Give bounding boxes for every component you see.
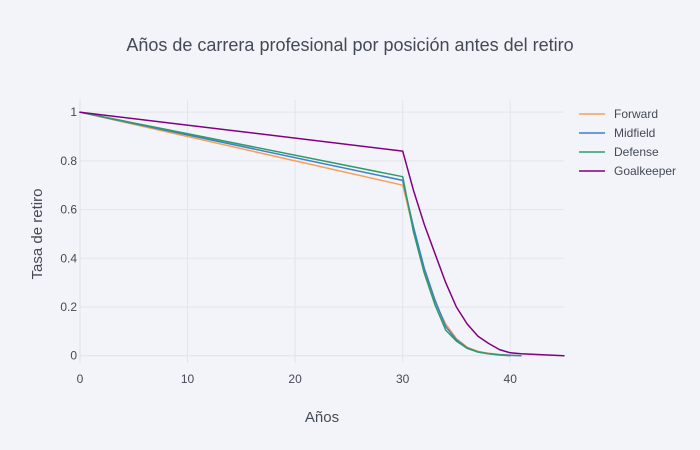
x-tick-label: 40: [504, 372, 518, 386]
legend-label: Midfield: [614, 126, 655, 140]
y-tick-label: 0.8: [60, 154, 77, 168]
y-tick-label: 1: [70, 105, 77, 119]
y-tick-label: 0: [70, 349, 77, 363]
y-tick-label: 0.4: [60, 251, 77, 265]
series-line-forward: [79, 111, 522, 357]
series-line-defense: [79, 111, 511, 357]
legend-label: Forward: [614, 107, 658, 121]
legend-item-midfield[interactable]: Midfield: [579, 126, 655, 140]
x-tick-label: 0: [77, 372, 84, 386]
y-tick-label: 0.2: [60, 300, 77, 314]
x-axis-title: Años: [305, 409, 339, 426]
series-line-goalkeeper: [79, 111, 565, 357]
legend-item-forward[interactable]: Forward: [579, 107, 658, 121]
legend-label: Defense: [614, 145, 659, 159]
legend-item-goalkeeper[interactable]: Goalkeeper: [579, 164, 676, 178]
y-tick-label: 0.6: [60, 203, 77, 217]
x-tick-label: 20: [288, 372, 302, 386]
x-tick-label: 10: [181, 372, 195, 386]
y-axis-ticks: 0 0.2 0.4 0.6 0.8 1: [60, 105, 77, 363]
grid: [79, 100, 564, 363]
chart-title: Años de carrera profesional por posición…: [126, 35, 573, 55]
x-axis-ticks: 0 10 20 30 40: [77, 372, 518, 386]
legend-item-defense[interactable]: Defense: [579, 145, 659, 159]
x-tick-label: 30: [396, 372, 410, 386]
legend[interactable]: Forward Midfield Defense Goalkeeper: [579, 107, 676, 178]
legend-label: Goalkeeper: [614, 164, 676, 178]
y-axis-title: Tasa de retiro: [29, 189, 46, 280]
series-line-midfield: [79, 111, 522, 357]
series-lines: [79, 111, 565, 357]
